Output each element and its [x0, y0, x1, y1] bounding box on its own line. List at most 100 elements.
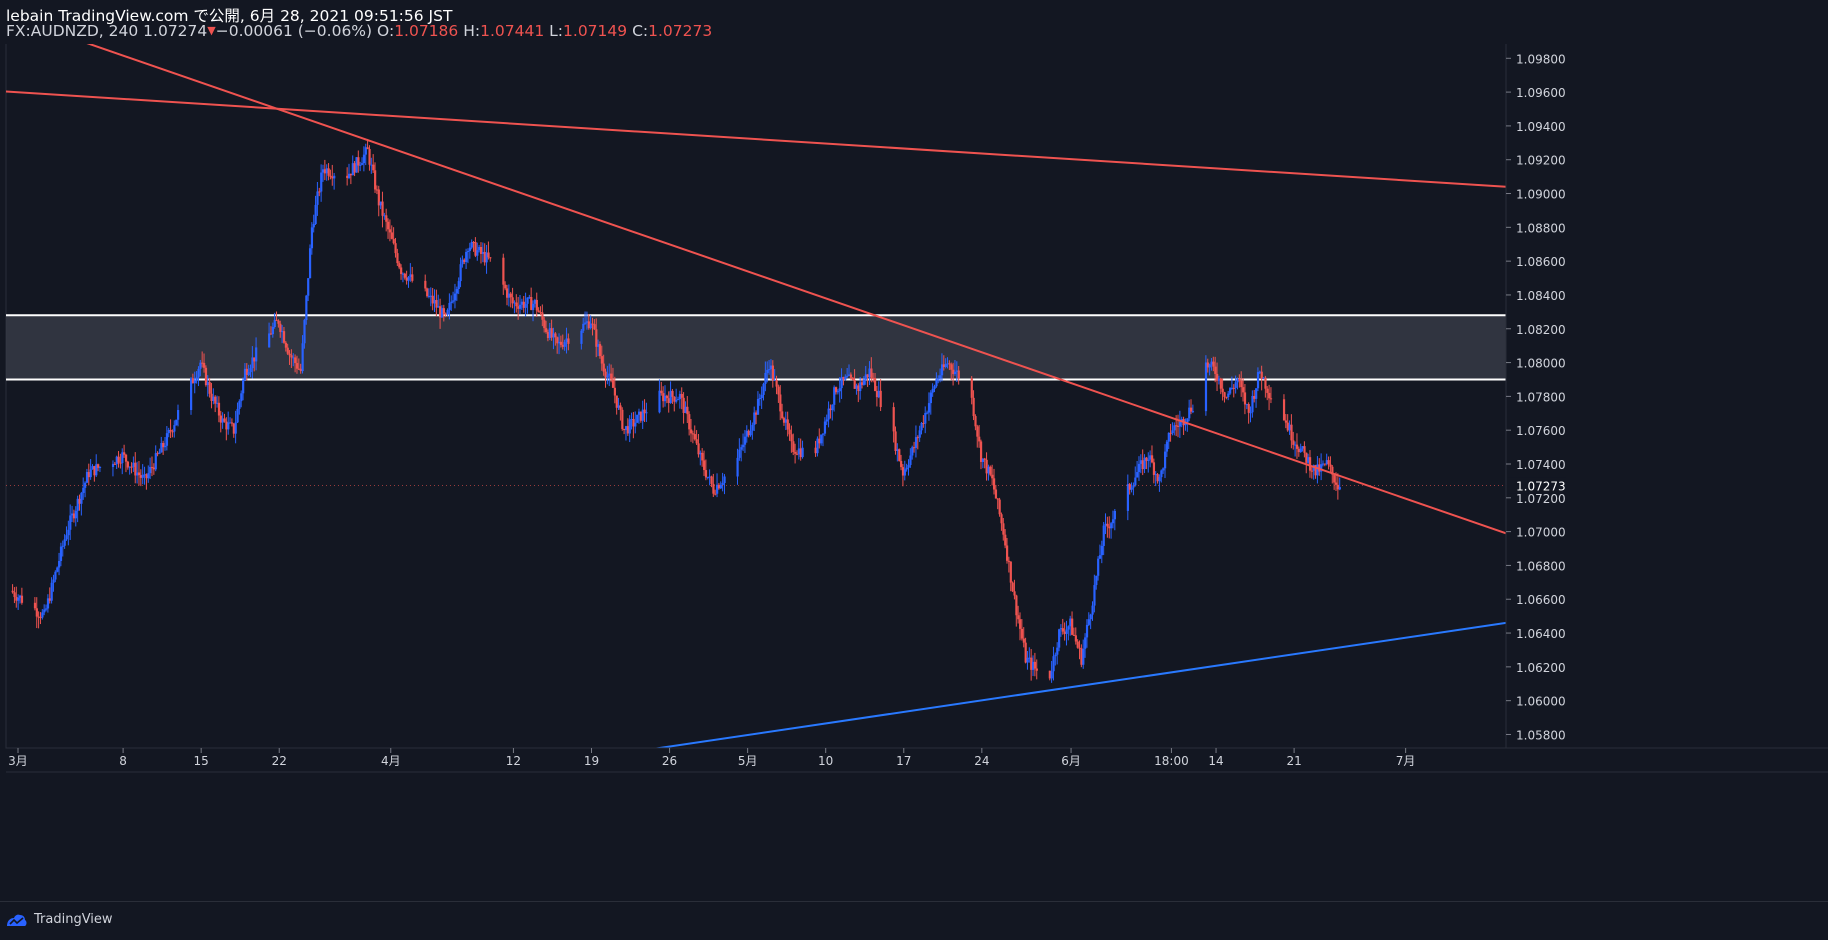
- candle-body: [1156, 474, 1159, 482]
- candle-body: [794, 451, 797, 454]
- candle-body: [1292, 440, 1295, 445]
- candle-body: [753, 412, 756, 425]
- y-tick-label[interactable]: 1.09000: [1516, 188, 1566, 202]
- candle-body: [481, 251, 485, 254]
- y-tick-label[interactable]: 1.07000: [1516, 526, 1566, 540]
- candle-body: [582, 323, 585, 331]
- y-tick-label[interactable]: 1.06800: [1516, 559, 1566, 573]
- zone-band[interactable]: [6, 315, 1506, 380]
- x-tick-label[interactable]: 7月: [1396, 754, 1416, 768]
- candle-body: [979, 441, 983, 462]
- candle-body: [165, 433, 169, 446]
- candle-body: [72, 513, 76, 519]
- time-axis[interactable]: 3月 8 15 22 4月 12 19 26 5月 10 17 24 6月 18:00 14 21 7月: [8, 748, 1415, 768]
- x-tick-label[interactable]: 17: [896, 754, 911, 768]
- tradingview-brand[interactable]: TradingView: [6, 912, 113, 927]
- y-tick-label[interactable]: 1.08400: [1516, 289, 1566, 303]
- y-tick-label[interactable]: 1.08200: [1516, 323, 1566, 337]
- y-tick-label[interactable]: 1.05800: [1516, 728, 1566, 742]
- candle-body: [468, 247, 472, 251]
- x-tick-label[interactable]: 26: [662, 754, 677, 768]
- candle-body: [784, 419, 788, 423]
- candle-body: [80, 492, 83, 504]
- candle-body: [212, 396, 215, 401]
- candle-body: [353, 163, 356, 173]
- candle-body: [1245, 404, 1248, 406]
- candle-body: [920, 423, 923, 431]
- resistance-zone[interactable]: [6, 314, 1506, 381]
- candle-body: [833, 387, 836, 405]
- x-tick-label[interactable]: 21: [1286, 754, 1301, 768]
- x-tick-label[interactable]: 22: [272, 754, 287, 768]
- y-tick-label[interactable]: 1.09200: [1516, 154, 1566, 168]
- y-tick-label[interactable]: 1.09800: [1516, 52, 1566, 66]
- candle-body: [994, 489, 998, 499]
- last-price-box[interactable]: [1508, 477, 1566, 494]
- candle-body: [855, 385, 858, 389]
- y-tick-label[interactable]: 1.07800: [1516, 390, 1566, 404]
- y-tick-label[interactable]: 1.09400: [1516, 120, 1566, 134]
- candle-body: [359, 164, 362, 166]
- candle-body: [150, 466, 154, 468]
- candle-body: [520, 301, 524, 305]
- x-tick-label[interactable]: 24: [974, 754, 989, 768]
- candle-body: [877, 390, 880, 398]
- y-tick-label[interactable]: 1.07600: [1516, 424, 1566, 438]
- candle-body: [1128, 484, 1131, 490]
- candle-body: [97, 464, 100, 468]
- candle-body: [972, 397, 975, 417]
- candle-body: [755, 412, 758, 415]
- candle-body: [63, 539, 66, 546]
- price-axis[interactable]: 1.09800 1.09600 1.09400 1.09200 1.09000 1.088…: [1506, 52, 1566, 742]
- candle-body: [874, 378, 877, 392]
- blue-trendline[interactable]: [614, 621, 1506, 755]
- candle-body: [714, 493, 717, 495]
- candle-body: [898, 449, 901, 461]
- y-tick-label[interactable]: 1.08000: [1516, 357, 1566, 371]
- candle-body: [357, 157, 360, 166]
- candle-body: [760, 394, 763, 399]
- candle-body: [1002, 523, 1005, 535]
- last-price-label[interactable]: 1.07273: [1516, 479, 1566, 493]
- x-tick-label[interactable]: 15: [194, 754, 209, 768]
- candle-body: [879, 390, 882, 408]
- red-trendline[interactable]: [67, 36, 1506, 535]
- y-tick-label[interactable]: 1.06600: [1516, 593, 1566, 607]
- candle-body: [535, 299, 538, 311]
- y-tick-label[interactable]: 1.07400: [1516, 458, 1566, 472]
- y-tick-label[interactable]: 1.08600: [1516, 255, 1566, 269]
- y-tick-label[interactable]: 1.09600: [1516, 86, 1566, 100]
- candle-body: [597, 344, 600, 347]
- red-trendline[interactable]: [0, 90, 1506, 188]
- y-tick-label[interactable]: 1.07200: [1516, 492, 1566, 506]
- candle-body: [171, 431, 174, 433]
- y-tick-label[interactable]: 1.06000: [1516, 695, 1566, 709]
- candle-body: [848, 374, 851, 376]
- x-tick-label[interactable]: 8: [119, 754, 127, 768]
- low-label: L:: [549, 22, 564, 40]
- x-tick-label[interactable]: 12: [506, 754, 521, 768]
- x-tick-label[interactable]: 5月: [738, 754, 758, 768]
- trendlines[interactable]: [0, 36, 1506, 754]
- x-tick-label[interactable]: 19: [584, 754, 599, 768]
- candle-body: [766, 369, 769, 373]
- candle-body: [321, 169, 325, 173]
- candle-body: [701, 452, 704, 461]
- symbol-label[interactable]: FX:AUDNZD, 240: [6, 22, 139, 40]
- y-tick-label[interactable]: 1.06400: [1516, 627, 1566, 641]
- y-tick-label[interactable]: 1.08800: [1516, 221, 1566, 235]
- y-tick-label[interactable]: 1.06200: [1516, 661, 1566, 675]
- candle-body: [1145, 457, 1148, 461]
- x-tick-label[interactable]: 4月: [381, 754, 401, 768]
- x-tick-label[interactable]: 14: [1208, 754, 1223, 768]
- candle-body: [193, 380, 196, 384]
- x-tick-label[interactable]: 10: [818, 754, 833, 768]
- x-tick-label[interactable]: 6月: [1061, 754, 1081, 768]
- candle-body: [922, 423, 925, 425]
- candle-body: [933, 386, 936, 389]
- candle-body: [1095, 575, 1098, 586]
- x-tick-label[interactable]: 18:00: [1154, 754, 1189, 768]
- x-tick-label[interactable]: 3月: [8, 754, 28, 768]
- candle-body: [43, 609, 46, 613]
